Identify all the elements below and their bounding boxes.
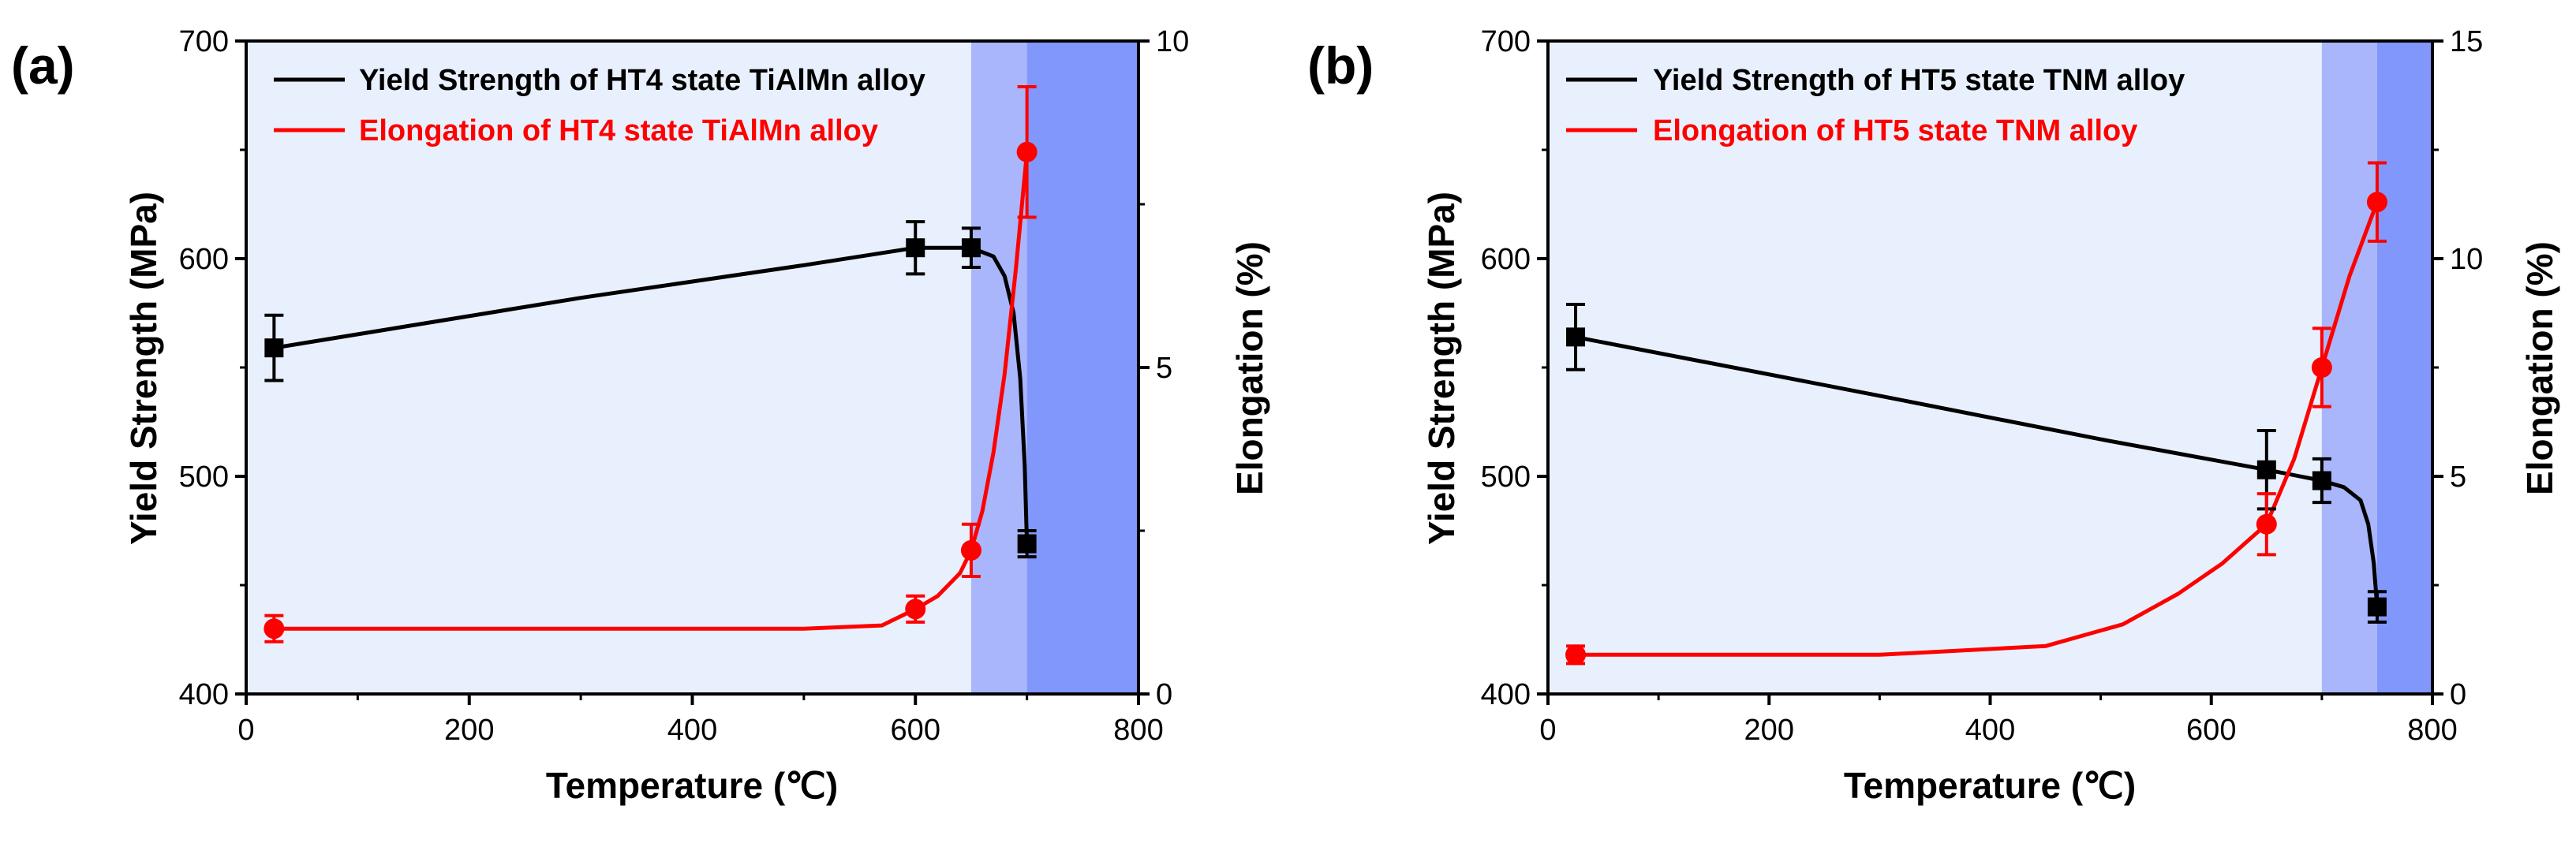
panel-a-y-right-title: Elongation (%)	[1229, 241, 1270, 495]
panel-a-series-0-line	[273, 245, 1030, 544]
panel-a-series-0-point-0	[264, 338, 284, 358]
panel-b-y-left-title: Yield Strength (MPa)	[1421, 192, 1462, 545]
panel-b-series-0-point-3	[2367, 597, 2387, 617]
panel-a-x-tick-label-3: 600	[891, 714, 940, 747]
panel-b-x-tick-label-2: 400	[1965, 714, 2015, 747]
panel-b-series-1-point-0	[1565, 644, 1587, 666]
panel-a-series-1-point-3	[1016, 141, 1038, 162]
panel-b-x-tick-label-1: 200	[1744, 714, 1794, 747]
panel-b-label: (b)	[1307, 36, 1374, 95]
panel-a-series-1-point-2	[960, 539, 981, 561]
panel-a-series-1-line	[274, 151, 1030, 631]
panel-a-series-0-point-1	[906, 238, 925, 258]
panel-a-legend: Yield Strength of HT4 state TiAlMn alloy…	[274, 64, 925, 147]
panel-a-y-right-tick-label-1: 5	[1156, 352, 1172, 385]
panel-b-series-1-point-1	[2256, 513, 2277, 535]
panel-b-series-0-point-2	[2312, 471, 2331, 491]
panel-b-series-1-line	[1576, 201, 2380, 657]
panel-a-x-tick-label-0: 0	[237, 714, 254, 747]
panel-b-legend-yield: Yield Strength of HT5 state TNM alloy	[1653, 64, 2185, 97]
panel-a-y-left-tick-label-3: 700	[179, 25, 229, 58]
panel-a-y-left-tick-label-1: 500	[179, 461, 229, 494]
panel-a-markers	[264, 84, 1038, 643]
panel-b-y-left-tick-label-0: 400	[1481, 678, 1531, 711]
panel-a-series-1-point-0	[264, 618, 285, 640]
panel-b-y-right-tick-label-3: 15	[2450, 25, 2483, 58]
panel-a-series-0-point-3	[1017, 534, 1037, 554]
panel-b-x-tick-label-3: 600	[2186, 714, 2236, 747]
panel-b-y-right-tick-label-1: 5	[2450, 461, 2466, 494]
panel-a-y-left-title: Yield Strength (MPa)	[123, 192, 164, 545]
panel-a-y-left-tick-label-0: 400	[179, 678, 229, 711]
panel-a-y-right-tick-label-0: 0	[1156, 678, 1172, 711]
panel-b-markers	[1565, 161, 2387, 666]
panel-a-series-1-point-1	[905, 599, 926, 620]
panel-a-label: (a)	[11, 36, 75, 95]
panel-b-series-1-point-2	[2311, 357, 2332, 378]
panel-a-x-title: Temperature (℃)	[546, 765, 838, 806]
panel-a-legend-yield: Yield Strength of HT4 state TiAlMn alloy	[359, 64, 925, 97]
panel-b-y-right-tick-label-2: 10	[2450, 243, 2483, 276]
panel-a-x-tick-label-2: 400	[667, 714, 717, 747]
panel-b-series-0-point-1	[2256, 460, 2276, 479]
panel-b-y-right-title: Elongation (%)	[2519, 241, 2560, 495]
panel-a-legend-elongation: Elongation of HT4 state TiAlMn alloy	[359, 114, 878, 147]
panel-a: (a) 0 200 400 600 800 400 500 600 700 0 5 10 Yield …	[11, 25, 1270, 806]
panel-b-curves	[1575, 201, 2380, 657]
panel-a-axes: 0 200 400 600 800 400 500 600 700 0 5 10	[179, 25, 1190, 747]
panel-a-series-0-point-2	[961, 238, 981, 258]
panel-b-legend: Yield Strength of HT5 state TNM alloy El…	[1566, 64, 2185, 147]
panel-b-x-tick-label-0: 0	[1539, 714, 1556, 747]
panel-a-x-tick-label-1: 200	[444, 714, 494, 747]
panel-b-shaded-region-1	[2376, 41, 2432, 694]
panel-b-series-0-line	[1575, 334, 2380, 607]
panel-b-series-1-point-3	[2366, 192, 2387, 213]
panel-a-y-left-tick-label-2: 600	[179, 243, 229, 276]
panel-a-curves	[273, 151, 1030, 631]
panel-b-y-left-tick-label-2: 600	[1481, 243, 1531, 276]
panel-a-shaded-region-1	[1026, 41, 1138, 694]
panel-b-series-0-point-0	[1566, 327, 1586, 347]
panel-a-y-right-tick-label-2: 10	[1156, 25, 1189, 58]
panel-b-y-right-tick-label-0: 0	[2450, 678, 2466, 711]
panel-b-y-left-tick-label-3: 700	[1481, 25, 1531, 58]
panel-b-axes: 0 200 400 600 800 400 500 600 700 0 5 10 15	[1481, 25, 2484, 747]
panel-b: (b) 0 200 400 600 800 400 500 600 700 0 5 10 15 Yiel…	[1307, 25, 2560, 806]
panel-b-plot-background	[1548, 41, 2432, 694]
panel-b-y-left-tick-label-1: 500	[1481, 461, 1531, 494]
panel-b-x-title: Temperature (℃)	[1844, 765, 2136, 806]
panel-b-legend-elongation: Elongation of HT5 state TNM alloy	[1653, 114, 2137, 147]
panel-b-x-tick-label-4: 800	[2407, 714, 2457, 747]
panel-a-x-tick-label-4: 800	[1113, 714, 1163, 747]
